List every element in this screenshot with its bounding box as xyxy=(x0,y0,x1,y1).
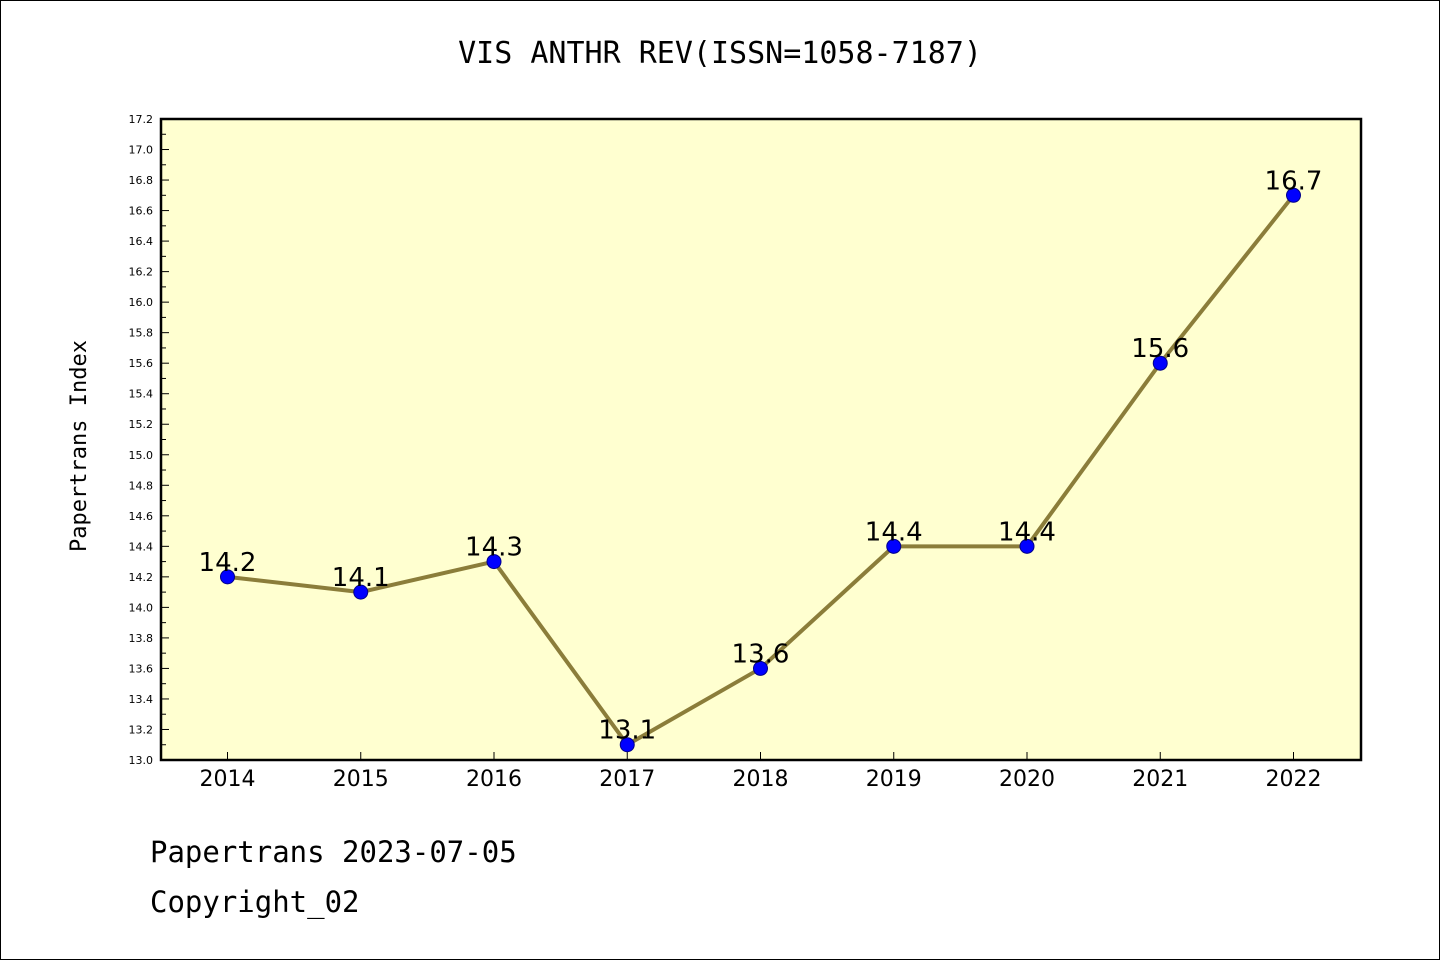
y-tick-label: 16.4 xyxy=(129,235,154,248)
data-label: 14.4 xyxy=(998,517,1056,547)
y-tick-label: 14.2 xyxy=(129,571,154,584)
footer-copyright: Copyright_02 xyxy=(150,885,360,919)
footer-date: Papertrans 2023-07-05 xyxy=(150,835,517,869)
data-point xyxy=(619,737,635,753)
x-axis: 2014 2015 2016 2017 2018 2019 2020 2021 2022 xyxy=(200,752,1322,792)
y-tick-label: 14.8 xyxy=(129,479,154,492)
y-tick-label: 15.0 xyxy=(129,449,154,462)
y-tick-label: 14.0 xyxy=(129,601,154,614)
data-label: 14.4 xyxy=(865,517,923,547)
y-tick-label: 13.4 xyxy=(129,693,154,706)
data-label: 13.6 xyxy=(732,639,790,669)
y-tick-label: 16.8 xyxy=(129,174,154,187)
data-point xyxy=(1152,355,1168,371)
data-label: 14.2 xyxy=(199,548,257,578)
chart-title: VIS ANTHR REV(ISSN=1058-7187) xyxy=(458,36,982,71)
y-tick-label: 15.6 xyxy=(129,357,154,370)
y-tick-label: 14.6 xyxy=(129,510,154,523)
y-tick-label: 16.0 xyxy=(129,296,154,309)
x-tick-label: 2020 xyxy=(999,767,1055,792)
x-tick-label: 2018 xyxy=(733,767,789,792)
y-tick-label: 16.2 xyxy=(129,266,154,279)
data-label: 15.6 xyxy=(1131,334,1189,364)
x-tick-label: 2019 xyxy=(866,767,922,792)
y-tick-label: 17.2 xyxy=(129,113,154,126)
y-tick-label: 14.4 xyxy=(129,540,154,553)
data-label: 14.1 xyxy=(332,563,390,593)
y-tick-label: 17.0 xyxy=(129,144,154,157)
y-tick-label: 15.8 xyxy=(129,327,154,340)
y-tick-label: 13.8 xyxy=(129,632,154,645)
x-tick-label: 2022 xyxy=(1266,767,1322,792)
data-label: 16.7 xyxy=(1265,166,1323,196)
data-point xyxy=(1019,538,1035,554)
data-point xyxy=(353,584,369,600)
y-tick-label: 15.2 xyxy=(129,418,154,431)
y-tick-label: 13.2 xyxy=(129,723,154,736)
x-tick-label: 2017 xyxy=(599,767,655,792)
x-tick-label: 2021 xyxy=(1132,767,1188,792)
y-tick-label: 13.0 xyxy=(129,754,154,767)
data-point xyxy=(1286,187,1301,203)
data-label: 14.3 xyxy=(465,533,523,563)
x-tick-label: 2015 xyxy=(333,767,389,792)
x-tick-label: 2016 xyxy=(466,767,522,792)
y-tick-label: 13.6 xyxy=(129,662,154,675)
y-axis: 13.0 13.2 13.4 13.6 13.8 14.0 14.2 14.4 14.6 14.8… xyxy=(129,113,169,767)
data-point xyxy=(753,660,768,676)
x-tick-label: 2014 xyxy=(200,767,256,792)
plot-area xyxy=(159,117,1363,762)
y-tick-label: 15.4 xyxy=(129,388,154,401)
series-group: 14.2 14.1 14.3 13.1 13.6 14.4 14.4 15.6 16.7 xyxy=(199,166,1323,753)
y-tick-label: 16.6 xyxy=(129,205,154,218)
data-point xyxy=(486,554,502,570)
data-label: 13.1 xyxy=(598,716,656,746)
data-point xyxy=(220,569,235,585)
data-point xyxy=(886,538,902,554)
y-axis-label: Papertrans Index xyxy=(67,340,92,552)
